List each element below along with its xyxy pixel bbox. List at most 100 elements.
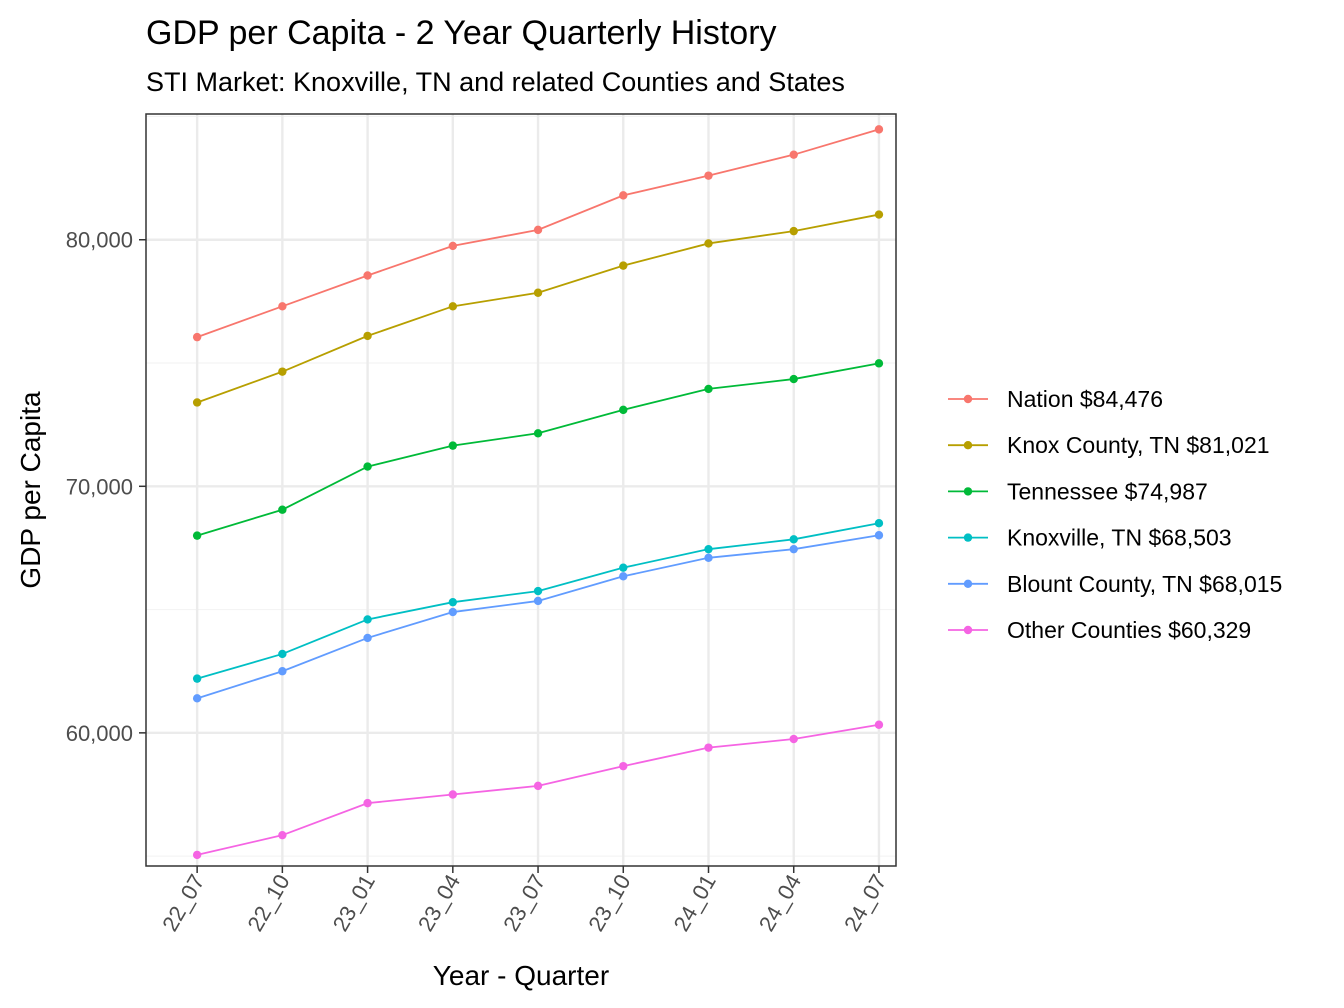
- legend-label: Blount County, TN $68,015: [1007, 571, 1282, 597]
- data-point: [192, 674, 202, 683]
- data-point: [448, 441, 458, 450]
- data-point: [448, 607, 458, 617]
- legend-item: Other Counties $60,329: [948, 617, 1251, 643]
- data-point: [363, 331, 372, 341]
- data-point: [789, 544, 798, 554]
- data-point: [278, 649, 287, 659]
- data-point: [278, 667, 287, 676]
- data-point: [704, 743, 713, 752]
- data-point: [789, 734, 798, 744]
- grid-major: [146, 114, 896, 866]
- data-point: [448, 302, 458, 311]
- data-point: [192, 531, 202, 540]
- data-point: [278, 302, 287, 311]
- data-point: [789, 535, 798, 544]
- x-axis-title: Year - Quarter: [433, 960, 609, 991]
- data-point: [874, 210, 884, 219]
- data-point: [874, 519, 884, 528]
- data-point: [619, 563, 628, 572]
- y-axis-title: GDP per Capita: [15, 391, 46, 589]
- y-tick-label: 70,000: [66, 474, 133, 499]
- data-point: [533, 288, 543, 297]
- data-point: [704, 553, 713, 563]
- data-point: [704, 239, 713, 248]
- legend-label: Knoxville, TN $68,503: [1007, 525, 1232, 551]
- data-point: [278, 505, 287, 514]
- data-point: [192, 398, 202, 407]
- legend: Nation $84,476 Knox County, TN $81,021 Ten…: [948, 386, 1282, 643]
- data-point: [533, 596, 543, 606]
- legend-item: Blount County, TN $68,015: [948, 571, 1282, 597]
- series-3: [192, 359, 884, 540]
- x-tick-label: 24_04: [754, 870, 806, 935]
- grid-minor: [146, 115, 896, 857]
- data-point: [192, 850, 202, 860]
- legend-label: Nation $84,476: [1007, 386, 1163, 412]
- legend-label: Other Counties $60,329: [1007, 617, 1251, 643]
- data-point: [448, 597, 458, 607]
- chart-subtitle: STI Market: Knoxville, TN and related Co…: [146, 67, 845, 97]
- legend-item: Tennessee $74,987: [948, 478, 1208, 504]
- plot-panel-border: [145, 113, 897, 867]
- data-point: [533, 429, 543, 438]
- series-4: [192, 519, 884, 683]
- legend-item: Knox County, TN $81,021: [948, 432, 1270, 458]
- data-point: [363, 798, 372, 808]
- data-point: [874, 720, 884, 729]
- data-point: [704, 171, 713, 180]
- data-point: [789, 374, 798, 384]
- legend-key-point: [963, 394, 973, 404]
- x-tick-label: 22_07: [157, 870, 209, 935]
- data-point: [789, 150, 798, 159]
- data-point: [704, 544, 713, 554]
- series-1: [192, 125, 884, 342]
- data-point: [874, 531, 884, 540]
- x-tick-label: 23_07: [498, 870, 550, 935]
- x-tick-label: 24_01: [669, 870, 721, 935]
- data-point: [448, 790, 458, 799]
- data-point: [619, 191, 628, 200]
- data-point: [704, 384, 713, 394]
- legend-key-point: [963, 487, 973, 496]
- x-tick-label: 23_01: [328, 870, 380, 935]
- data-point: [363, 271, 372, 280]
- data-point: [619, 405, 628, 415]
- data-point: [278, 367, 287, 376]
- data-point: [533, 781, 543, 791]
- data-point: [533, 225, 543, 235]
- y-axis: 60,000 70,000 80,000: [66, 228, 146, 746]
- x-tick-label: 22_10: [242, 870, 294, 935]
- legend-key-point: [963, 625, 973, 635]
- legend-item: Nation $84,476: [948, 386, 1163, 412]
- data-point: [278, 830, 287, 840]
- legend-item: Knoxville, TN $68,503: [948, 525, 1232, 551]
- data-point: [363, 633, 372, 643]
- data-point: [789, 226, 798, 236]
- legend-label: Tennessee $74,987: [1007, 478, 1208, 504]
- data-point: [874, 125, 884, 134]
- data-point: [192, 694, 202, 703]
- x-tick-label: 23_04: [413, 870, 465, 935]
- series-6: [192, 720, 884, 860]
- series-layer: [192, 125, 884, 860]
- series-2: [192, 210, 884, 407]
- series-5: [192, 531, 884, 703]
- data-point: [533, 586, 543, 596]
- x-tick-label: 24_07: [839, 870, 891, 935]
- data-point: [619, 761, 628, 771]
- y-tick-label: 80,000: [66, 228, 133, 253]
- data-point: [363, 615, 372, 624]
- data-point: [192, 332, 202, 342]
- data-point: [448, 241, 458, 251]
- x-tick-label: 23_10: [583, 870, 635, 935]
- data-point: [363, 462, 372, 471]
- legend-key-point: [963, 579, 973, 588]
- x-axis: 22_07 22_10 23_01 23_04 23_07 23_10 24_01 24_04…: [157, 866, 891, 935]
- data-point: [874, 359, 884, 368]
- data-point: [619, 572, 628, 581]
- data-point: [619, 261, 628, 270]
- legend-key-point: [963, 441, 973, 450]
- legend-label: Knox County, TN $81,021: [1007, 432, 1270, 458]
- y-tick-label: 60,000: [66, 721, 133, 746]
